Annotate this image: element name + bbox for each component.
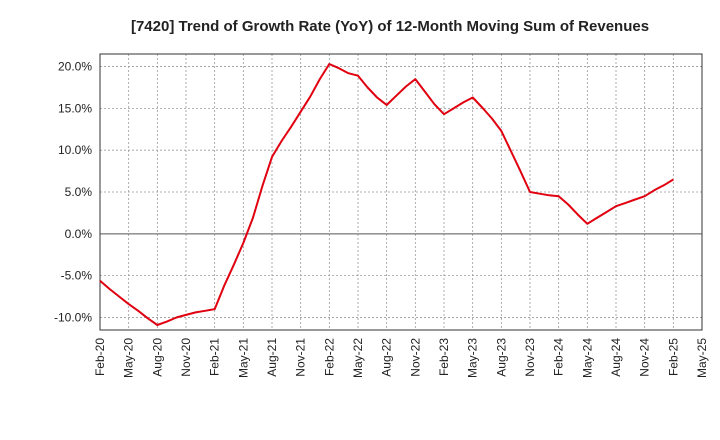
x-tick-label: May-23: [466, 338, 480, 378]
x-tick-label: Nov-21: [294, 338, 308, 377]
x-tick-label: Feb-20: [93, 338, 107, 376]
y-tick-label: 15.0%: [58, 101, 92, 115]
y-tick-label: -10.0%: [54, 310, 92, 324]
x-tick-label: Feb-25: [666, 338, 680, 376]
x-tick-label: May-22: [351, 338, 365, 378]
y-tick-label: 0.0%: [65, 227, 93, 241]
series-layer: [99, 63, 674, 326]
y-tick-label: -5.0%: [61, 269, 93, 283]
y-tick-label: 20.0%: [58, 60, 92, 74]
x-tick-label: Feb-21: [208, 338, 222, 376]
plot-frame: [99, 53, 703, 331]
y-tick-label: 5.0%: [65, 185, 93, 199]
axes: [99, 53, 703, 331]
x-tick-label: Feb-22: [322, 338, 336, 376]
x-tick-labels: Feb-20 May-20 Aug-20 Nov-20 Feb-21 May-21 Aug-…: [93, 338, 709, 378]
x-tick-label: Aug-20: [150, 338, 164, 377]
x-tick-label: Aug-21: [265, 338, 279, 377]
x-tick-label: Nov-22: [408, 338, 422, 377]
chart-title: [7420] Trend of Growth Rate (YoY) of 12-…: [131, 18, 649, 35]
x-tick-label: May-20: [122, 338, 136, 378]
y-tick-labels: -10.0% -5.0% 0.0% 5.0% 10.0% 15.0% 20.0%: [54, 60, 92, 325]
x-tick-label: Nov-23: [523, 338, 537, 377]
x-tick-label: Nov-20: [179, 338, 193, 377]
x-tick-label: May-25: [695, 338, 709, 378]
x-tick-label: Aug-24: [609, 338, 623, 377]
x-tick-label: Feb-23: [437, 338, 451, 376]
x-tick-label: May-24: [580, 338, 594, 378]
x-tick-label: Feb-24: [552, 338, 566, 376]
x-tick-label: Nov-24: [638, 338, 652, 377]
x-tick-label: Aug-23: [494, 338, 508, 377]
grid: [100, 54, 702, 330]
x-tick-label: Aug-22: [380, 338, 394, 377]
y-tick-label: 10.0%: [58, 143, 92, 157]
series-line: [99, 63, 674, 326]
x-tick-label: May-21: [236, 338, 250, 378]
